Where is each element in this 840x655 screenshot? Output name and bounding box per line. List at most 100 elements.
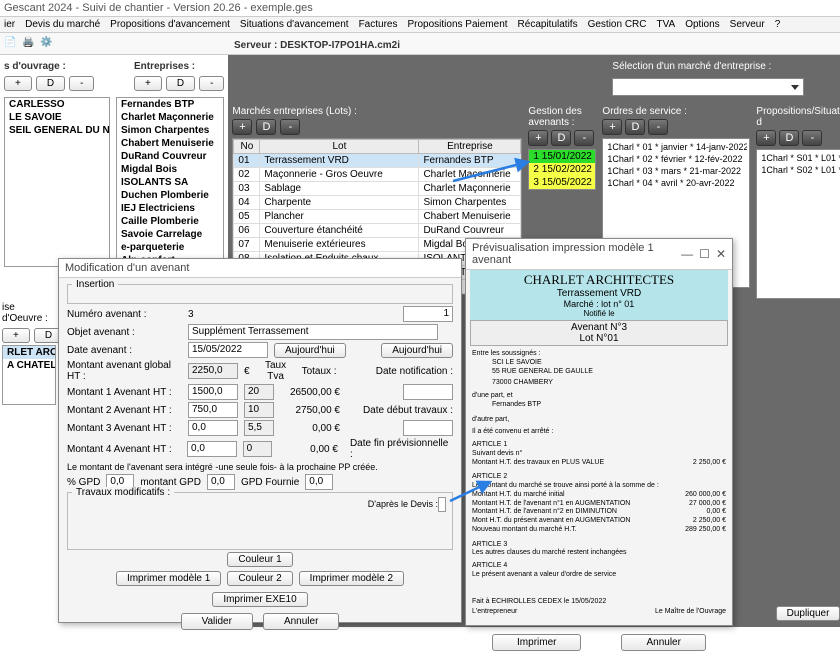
list-item[interactable]: Simon Charpentes xyxy=(117,124,223,137)
add-button[interactable]: + xyxy=(2,328,30,343)
list-item[interactable]: RLET ARCHIT xyxy=(3,346,55,359)
del-button[interactable]: D xyxy=(256,119,276,135)
menu-item[interactable]: ? xyxy=(775,19,781,30)
valider-button[interactable]: Valider xyxy=(181,613,253,630)
couleur2-button[interactable]: Couleur 2 xyxy=(227,571,292,586)
objet-input[interactable]: Supplément Terrassement xyxy=(188,324,438,340)
minus-button[interactable]: - xyxy=(280,119,300,135)
list-item[interactable]: 1Charl * 01 * janvier * 14-janv-2022 xyxy=(605,141,747,153)
annuler-button[interactable]: Annuler xyxy=(263,613,339,630)
today-button[interactable]: Aujourd'hui xyxy=(274,343,346,358)
annuler-button[interactable]: Annuler xyxy=(621,634,705,651)
m1-input[interactable]: 1500,0 xyxy=(188,384,238,400)
table-row[interactable]: 03SablageCharlet Maçonnerie xyxy=(234,182,521,196)
m2-input[interactable]: 750,0 xyxy=(188,402,238,418)
list-item[interactable]: SEIL GENERAL DU NORD xyxy=(5,124,109,137)
minus-button[interactable]: - xyxy=(648,119,668,135)
menu-item[interactable]: Situations d'avancement xyxy=(240,19,349,30)
list-item[interactable]: Migdal Bois xyxy=(117,163,223,176)
notif-input[interactable] xyxy=(403,384,453,400)
list-item[interactable]: 1Charl * S02 * L01 * juille xyxy=(759,164,840,176)
list-item[interactable]: 1Charl * 03 * mars * 21-mar-2022 xyxy=(605,165,747,177)
add-button[interactable]: + xyxy=(602,119,622,135)
gpd2-input[interactable]: 0,0 xyxy=(207,474,235,490)
ouvrage-list[interactable]: CARLESSO LE SAVOIE SEIL GENERAL DU NORD xyxy=(4,97,110,267)
list-item[interactable]: Chabert Menuiserie xyxy=(117,137,223,150)
avenants-list[interactable]: 1 15/01/2022 2 15/02/2022 3 15/05/2022 xyxy=(528,149,596,190)
list-item[interactable]: Fernandes BTP xyxy=(117,98,223,111)
today-button[interactable]: Aujourd'hui xyxy=(381,343,453,358)
menu-item[interactable]: Récapitulatifs xyxy=(518,19,578,30)
list-item[interactable]: CARLESSO xyxy=(5,98,109,111)
list-item[interactable]: Caille Plomberie xyxy=(117,215,223,228)
imprimer2-button[interactable]: Imprimer modèle 2 xyxy=(299,571,404,586)
list-item[interactable]: Duchen Plomberie xyxy=(117,189,223,202)
table-row[interactable]: 04CharpenteSimon Charpentes xyxy=(234,196,521,210)
imprimer-button[interactable]: Imprimer xyxy=(492,634,581,651)
debut-input[interactable] xyxy=(403,420,453,436)
date-input[interactable]: 15/05/2022 xyxy=(188,342,268,358)
table-row[interactable]: 01Terrassement VRDFernandes BTP xyxy=(234,154,521,168)
close-icon[interactable]: ✕ xyxy=(716,247,726,261)
list-item[interactable]: 1Charl * S01 * L01 * mai * xyxy=(759,152,840,164)
add-button[interactable]: + xyxy=(134,76,162,91)
add-button[interactable]: + xyxy=(528,130,548,146)
menu-item[interactable]: Devis du marché xyxy=(25,19,100,30)
list-item[interactable]: A CHATELAIN xyxy=(3,359,55,372)
dupliquer-button[interactable]: Dupliquer xyxy=(776,606,840,621)
add-button[interactable]: + xyxy=(4,76,32,91)
list-item[interactable]: ISOLANTS SA xyxy=(117,176,223,189)
del-button[interactable]: D xyxy=(551,130,571,146)
menu-item[interactable]: TVA xyxy=(656,19,675,30)
add-button[interactable]: + xyxy=(232,119,252,135)
menu-item[interactable]: Serveur xyxy=(730,19,765,30)
list-item[interactable]: 1Charl * 02 * février * 12-fév-2022 xyxy=(605,153,747,165)
menu-item[interactable]: Gestion CRC xyxy=(588,19,647,30)
oeuvre-list[interactable]: RLET ARCHIT A CHATELAIN xyxy=(2,345,56,405)
maximize-icon[interactable]: ☐ xyxy=(699,247,710,261)
list-item[interactable]: DuRand Couvreur xyxy=(117,150,223,163)
m4-input[interactable]: 0,0 xyxy=(187,441,237,457)
minus-button[interactable]: - xyxy=(574,130,594,146)
table-row[interactable]: 06Couverture étanchéitéDuRand Couvreur xyxy=(234,224,521,238)
minimize-icon[interactable]: — xyxy=(681,247,693,261)
apres-input[interactable] xyxy=(438,497,446,512)
add-button[interactable]: + xyxy=(756,130,776,146)
minus-button[interactable]: - xyxy=(199,76,224,91)
minus-button[interactable]: - xyxy=(802,130,822,146)
list-item[interactable]: e-parqueterie xyxy=(117,241,223,254)
preview-amount: 2 250,00 € xyxy=(693,459,726,468)
entreprise-list[interactable]: Fernandes BTP Charlet Maçonnerie Simon C… xyxy=(116,97,224,267)
m3-input[interactable]: 0,0 xyxy=(188,420,238,436)
del-button[interactable]: D xyxy=(166,76,195,91)
menu-item[interactable]: Propositions d'avancement xyxy=(110,19,230,30)
idx-input[interactable]: 1 xyxy=(403,306,453,322)
couleur1-button[interactable]: Couleur 1 xyxy=(227,552,292,567)
list-item[interactable]: 2 15/02/2022 xyxy=(529,163,595,176)
tool-icon[interactable]: 🖨️ xyxy=(22,37,36,51)
menu-item[interactable]: Propositions Paiement xyxy=(407,19,507,30)
list-item[interactable]: 1Charl * 04 * avril * 20-avr-2022 xyxy=(605,177,747,189)
props-list[interactable]: 1Charl * S01 * L01 * mai * 1Charl * S02 … xyxy=(756,149,840,299)
del-button[interactable]: D xyxy=(36,76,65,91)
tool-icon[interactable]: 📄 xyxy=(4,37,18,51)
imprimer1-button[interactable]: Imprimer modèle 1 xyxy=(116,571,221,586)
list-item[interactable]: IEJ Electriciens xyxy=(117,202,223,215)
table-row[interactable]: 05PlancherChabert Menuiserie xyxy=(234,210,521,224)
list-item[interactable]: 3 15/05/2022 xyxy=(529,176,595,189)
list-item[interactable]: Charlet Maçonnerie xyxy=(117,111,223,124)
menu-item[interactable]: Factures xyxy=(359,19,398,30)
table-row[interactable]: 02Maçonnerie - Gros OeuvreCharlet Maçonn… xyxy=(234,168,521,182)
gpd3-input[interactable]: 0,0 xyxy=(305,474,333,490)
list-item[interactable]: 1 15/01/2022 xyxy=(529,150,595,163)
del-button[interactable]: D xyxy=(779,130,799,146)
menu-item[interactable]: ier xyxy=(4,19,15,30)
tool-icon[interactable]: ⚙️ xyxy=(40,37,54,51)
list-item[interactable]: LE SAVOIE xyxy=(5,111,109,124)
imprimer-exe-button[interactable]: Imprimer EXE10 xyxy=(212,592,307,607)
del-button[interactable]: D xyxy=(625,119,645,135)
list-item[interactable]: Savoie Carrelage xyxy=(117,228,223,241)
menu-item[interactable]: Options xyxy=(685,19,719,30)
minus-button[interactable]: - xyxy=(69,76,94,91)
marche-combo[interactable] xyxy=(612,78,804,96)
